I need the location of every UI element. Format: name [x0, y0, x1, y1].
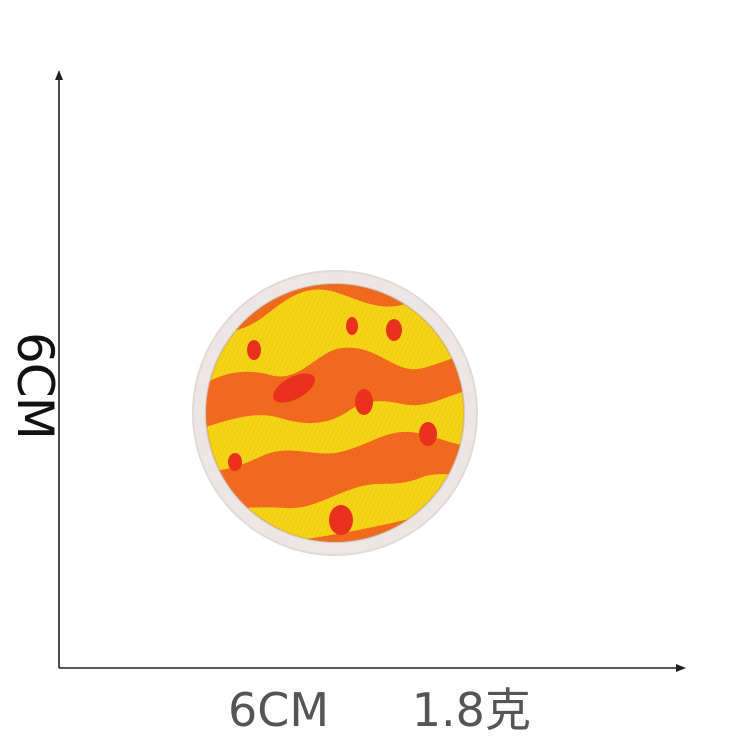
crater — [386, 319, 402, 341]
crater — [419, 422, 437, 446]
vertical-axis — [55, 70, 63, 668]
crater — [346, 317, 358, 335]
crater — [355, 389, 373, 415]
bottom-labels: 6CM 1.8克 — [228, 680, 531, 740]
up-arrow-icon — [55, 70, 63, 80]
horizontal-axis — [59, 664, 686, 672]
width-dimension-label: 6CM — [228, 683, 330, 737]
crater — [247, 340, 261, 360]
crater-large — [273, 373, 315, 403]
patch-body — [206, 284, 464, 542]
height-dimension-label: 6CM — [6, 332, 64, 439]
crater — [329, 505, 353, 535]
weight-label: 1.8克 — [411, 683, 531, 737]
crater — [228, 453, 242, 471]
right-arrow-icon — [676, 664, 686, 672]
